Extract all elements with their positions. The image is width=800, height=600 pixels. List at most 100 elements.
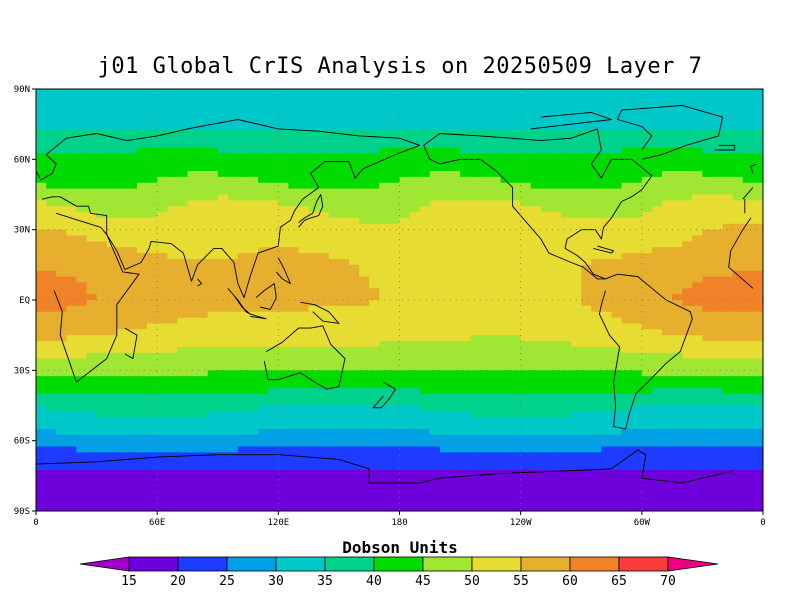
field-cell (460, 423, 471, 430)
field-cell (96, 481, 108, 489)
field-cell (571, 311, 582, 319)
field-cell (732, 153, 744, 160)
field-cell (419, 405, 431, 412)
field-cell (338, 311, 350, 319)
field-cell (46, 458, 57, 465)
field-cell (187, 346, 199, 354)
field-cell (359, 458, 370, 465)
field-cell (369, 470, 380, 477)
field-cell (692, 235, 703, 242)
field-cell (742, 358, 754, 366)
field-cell (36, 94, 47, 102)
field-cell (429, 288, 441, 295)
field-cell (248, 247, 259, 254)
field-cell (490, 124, 502, 131)
field-cell (722, 434, 734, 442)
field-cell (419, 94, 431, 102)
field-cell (217, 300, 229, 307)
field-cell (227, 89, 239, 96)
field-cell (520, 112, 532, 119)
field-cell (359, 423, 370, 430)
field-cell (601, 118, 613, 125)
field-cell (66, 147, 77, 155)
field-cell (258, 229, 269, 237)
field-cell (258, 188, 269, 196)
field-cell (237, 229, 249, 237)
field-cell (328, 364, 340, 371)
field-cell (167, 300, 178, 307)
field-cell (419, 288, 431, 295)
field-cell (157, 147, 168, 155)
field-cell (308, 458, 320, 465)
field-cell (137, 364, 148, 371)
field-cell (480, 329, 491, 336)
field-cell (318, 399, 330, 407)
field-cell (167, 464, 178, 471)
field-cell (672, 200, 683, 207)
field-cell (157, 165, 168, 172)
field-cell (510, 434, 522, 442)
field-cell (349, 382, 360, 389)
field-cell (227, 458, 239, 465)
field-cell (470, 487, 481, 495)
field-cell (500, 382, 512, 389)
field-cell (96, 247, 108, 254)
field-cell (672, 364, 683, 371)
field-cell (520, 411, 532, 418)
field-cell (369, 194, 380, 201)
field-cell (460, 411, 471, 418)
field-cell (86, 217, 98, 225)
field-cell (591, 130, 602, 137)
field-cell (631, 364, 643, 371)
field-cell (278, 317, 289, 325)
field-cell (258, 305, 269, 313)
field-cell (248, 464, 259, 471)
field-cell (561, 452, 572, 459)
field-cell (490, 370, 502, 377)
field-cell (551, 130, 562, 137)
field-cell (147, 188, 158, 196)
field-cell (530, 118, 542, 125)
field-cell (197, 370, 209, 377)
field-cell (732, 176, 744, 184)
field-cell (591, 188, 602, 196)
field-cell (510, 288, 522, 295)
field-cell (752, 481, 763, 489)
field-cell (207, 100, 219, 108)
field-cell (66, 253, 77, 260)
field-cell (742, 346, 754, 354)
field-cell (328, 200, 340, 207)
field-cell (167, 124, 178, 131)
field-cell (217, 171, 229, 178)
field-cell (591, 141, 602, 149)
field-cell (328, 106, 340, 114)
field-cell (248, 118, 259, 125)
field-cell (36, 135, 47, 143)
field-cell (76, 135, 88, 143)
field-cell (137, 434, 148, 442)
field-cell (510, 112, 522, 119)
field-cell (490, 428, 502, 436)
field-cell (591, 446, 602, 453)
field-cell (500, 229, 512, 237)
field-cell (540, 130, 552, 137)
field-cell (308, 247, 320, 254)
field-cell (217, 212, 229, 219)
field-cell (500, 118, 512, 125)
field-cell (126, 217, 138, 225)
field-cell (399, 212, 411, 219)
field-cell (237, 212, 249, 219)
field-cell (237, 282, 249, 289)
field-cell (712, 335, 724, 342)
field-cell (571, 335, 582, 342)
field-cell (399, 171, 411, 178)
field-cell (530, 253, 542, 260)
field-cell (692, 118, 703, 125)
field-cell (389, 382, 401, 389)
field-cell (450, 464, 461, 471)
field-cell (36, 147, 47, 155)
field-cell (177, 141, 189, 149)
field-cell (732, 458, 744, 465)
field-cell (147, 247, 158, 254)
field-cell (510, 282, 522, 289)
